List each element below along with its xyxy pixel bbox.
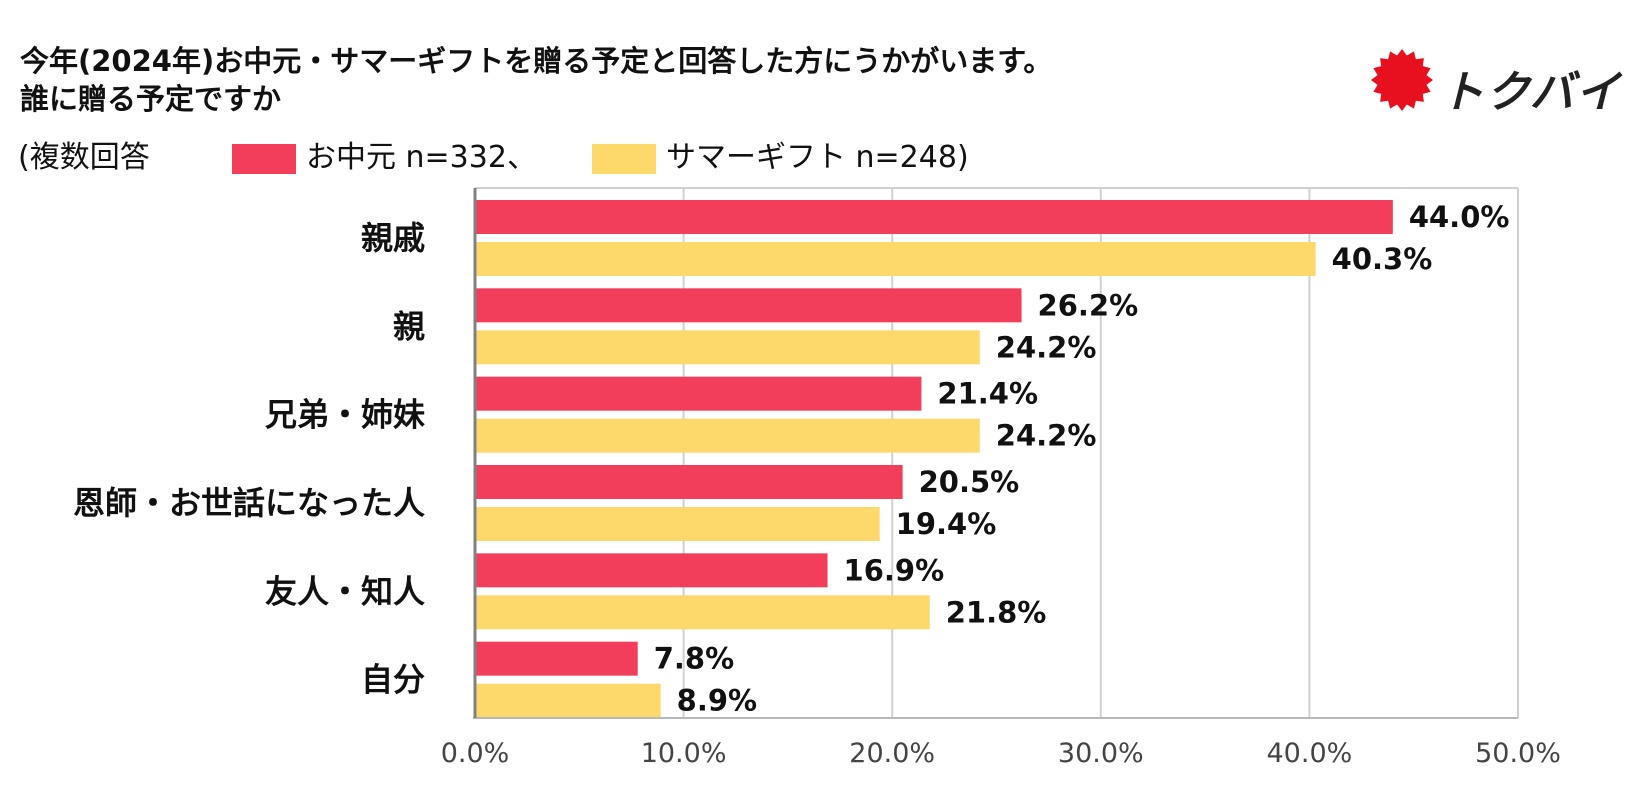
x-tick-label: 0.0% [441, 738, 510, 769]
value-label-ochugen: 7.8% [654, 642, 734, 676]
chart-title-line-2: 誰に贈る予定ですか [20, 82, 282, 116]
legend-label-summer-gift: サマーギフト n=248) [666, 140, 969, 175]
category-label: 恩師・お世話になった人 [73, 484, 425, 522]
value-label-ochugen: 21.4% [937, 377, 1038, 411]
bars-layer [475, 200, 1393, 718]
bar-ochugen [475, 288, 1022, 323]
category-label: 兄弟・姉妹 [265, 396, 425, 434]
legend-swatch-summer-gift [592, 144, 656, 174]
bar-summer-gift [475, 418, 980, 453]
bar-ochugen [475, 553, 828, 588]
x-tick-label: 40.0% [1267, 738, 1353, 769]
bar-summer-gift [475, 242, 1316, 276]
category-label: 自分 [361, 661, 425, 699]
value-label-summer-gift: 21.8% [946, 595, 1047, 629]
value-label-summer-gift: 8.9% [677, 684, 757, 718]
category-label: 親戚 [361, 219, 425, 257]
grid-layer [475, 187, 1519, 718]
category-label: 親 [393, 307, 425, 345]
value-label-summer-gift: 24.2% [996, 419, 1097, 453]
sun-burst-icon [1371, 49, 1433, 111]
legend-label-ochugen: お中元 n=332、 [306, 140, 537, 175]
bar-ochugen [475, 641, 638, 676]
chart-title-line-1: 今年(2024年)お中元・サマーギフトを贈る予定と回答した方にうかがいます。 [20, 44, 1053, 78]
value-label-summer-gift: 40.3% [1332, 242, 1433, 276]
value-label-summer-gift: 19.4% [896, 507, 997, 541]
value-label-summer-gift: 24.2% [996, 330, 1097, 364]
labels-layer: 親戚 44.0% 40.3% 親 26.2% 24.2% 兄弟・姉妹 21.4% 24.2% 恩師… [73, 200, 1509, 718]
x-tick-label: 20.0% [849, 738, 935, 769]
bar-ochugen [475, 465, 903, 499]
bar-ochugen [475, 200, 1393, 234]
bar-summer-gift [475, 683, 661, 718]
bar-summer-gift [475, 595, 930, 630]
value-label-ochugen: 44.0% [1409, 200, 1510, 234]
legend-swatch-ochugen [232, 144, 296, 174]
x-tick-label: 30.0% [1058, 738, 1144, 769]
brand-logo: トクバイ [1370, 48, 1620, 118]
x-tick-label: 10.0% [641, 738, 727, 769]
value-label-ochugen: 16.9% [844, 553, 945, 587]
category-label: 友人・知人 [265, 572, 425, 610]
value-label-ochugen: 20.5% [919, 465, 1020, 499]
bar-summer-gift [475, 330, 980, 365]
x-tick-label: 50.0% [1475, 738, 1561, 769]
legend-prefix: (複数回答 [18, 140, 150, 175]
bar-summer-gift [475, 507, 880, 541]
logo-text: トクバイ [1440, 67, 1622, 118]
bar-ochugen [475, 376, 922, 411]
axis-layer: 0.0% 10.0% 20.0% 30.0% 40.0% 50.0% [441, 188, 1561, 769]
chart-title: 今年(2024年)お中元・サマーギフトを贈る予定と回答した方にうかがいます。 誰… [20, 42, 1052, 118]
value-label-ochugen: 26.2% [1038, 288, 1139, 322]
